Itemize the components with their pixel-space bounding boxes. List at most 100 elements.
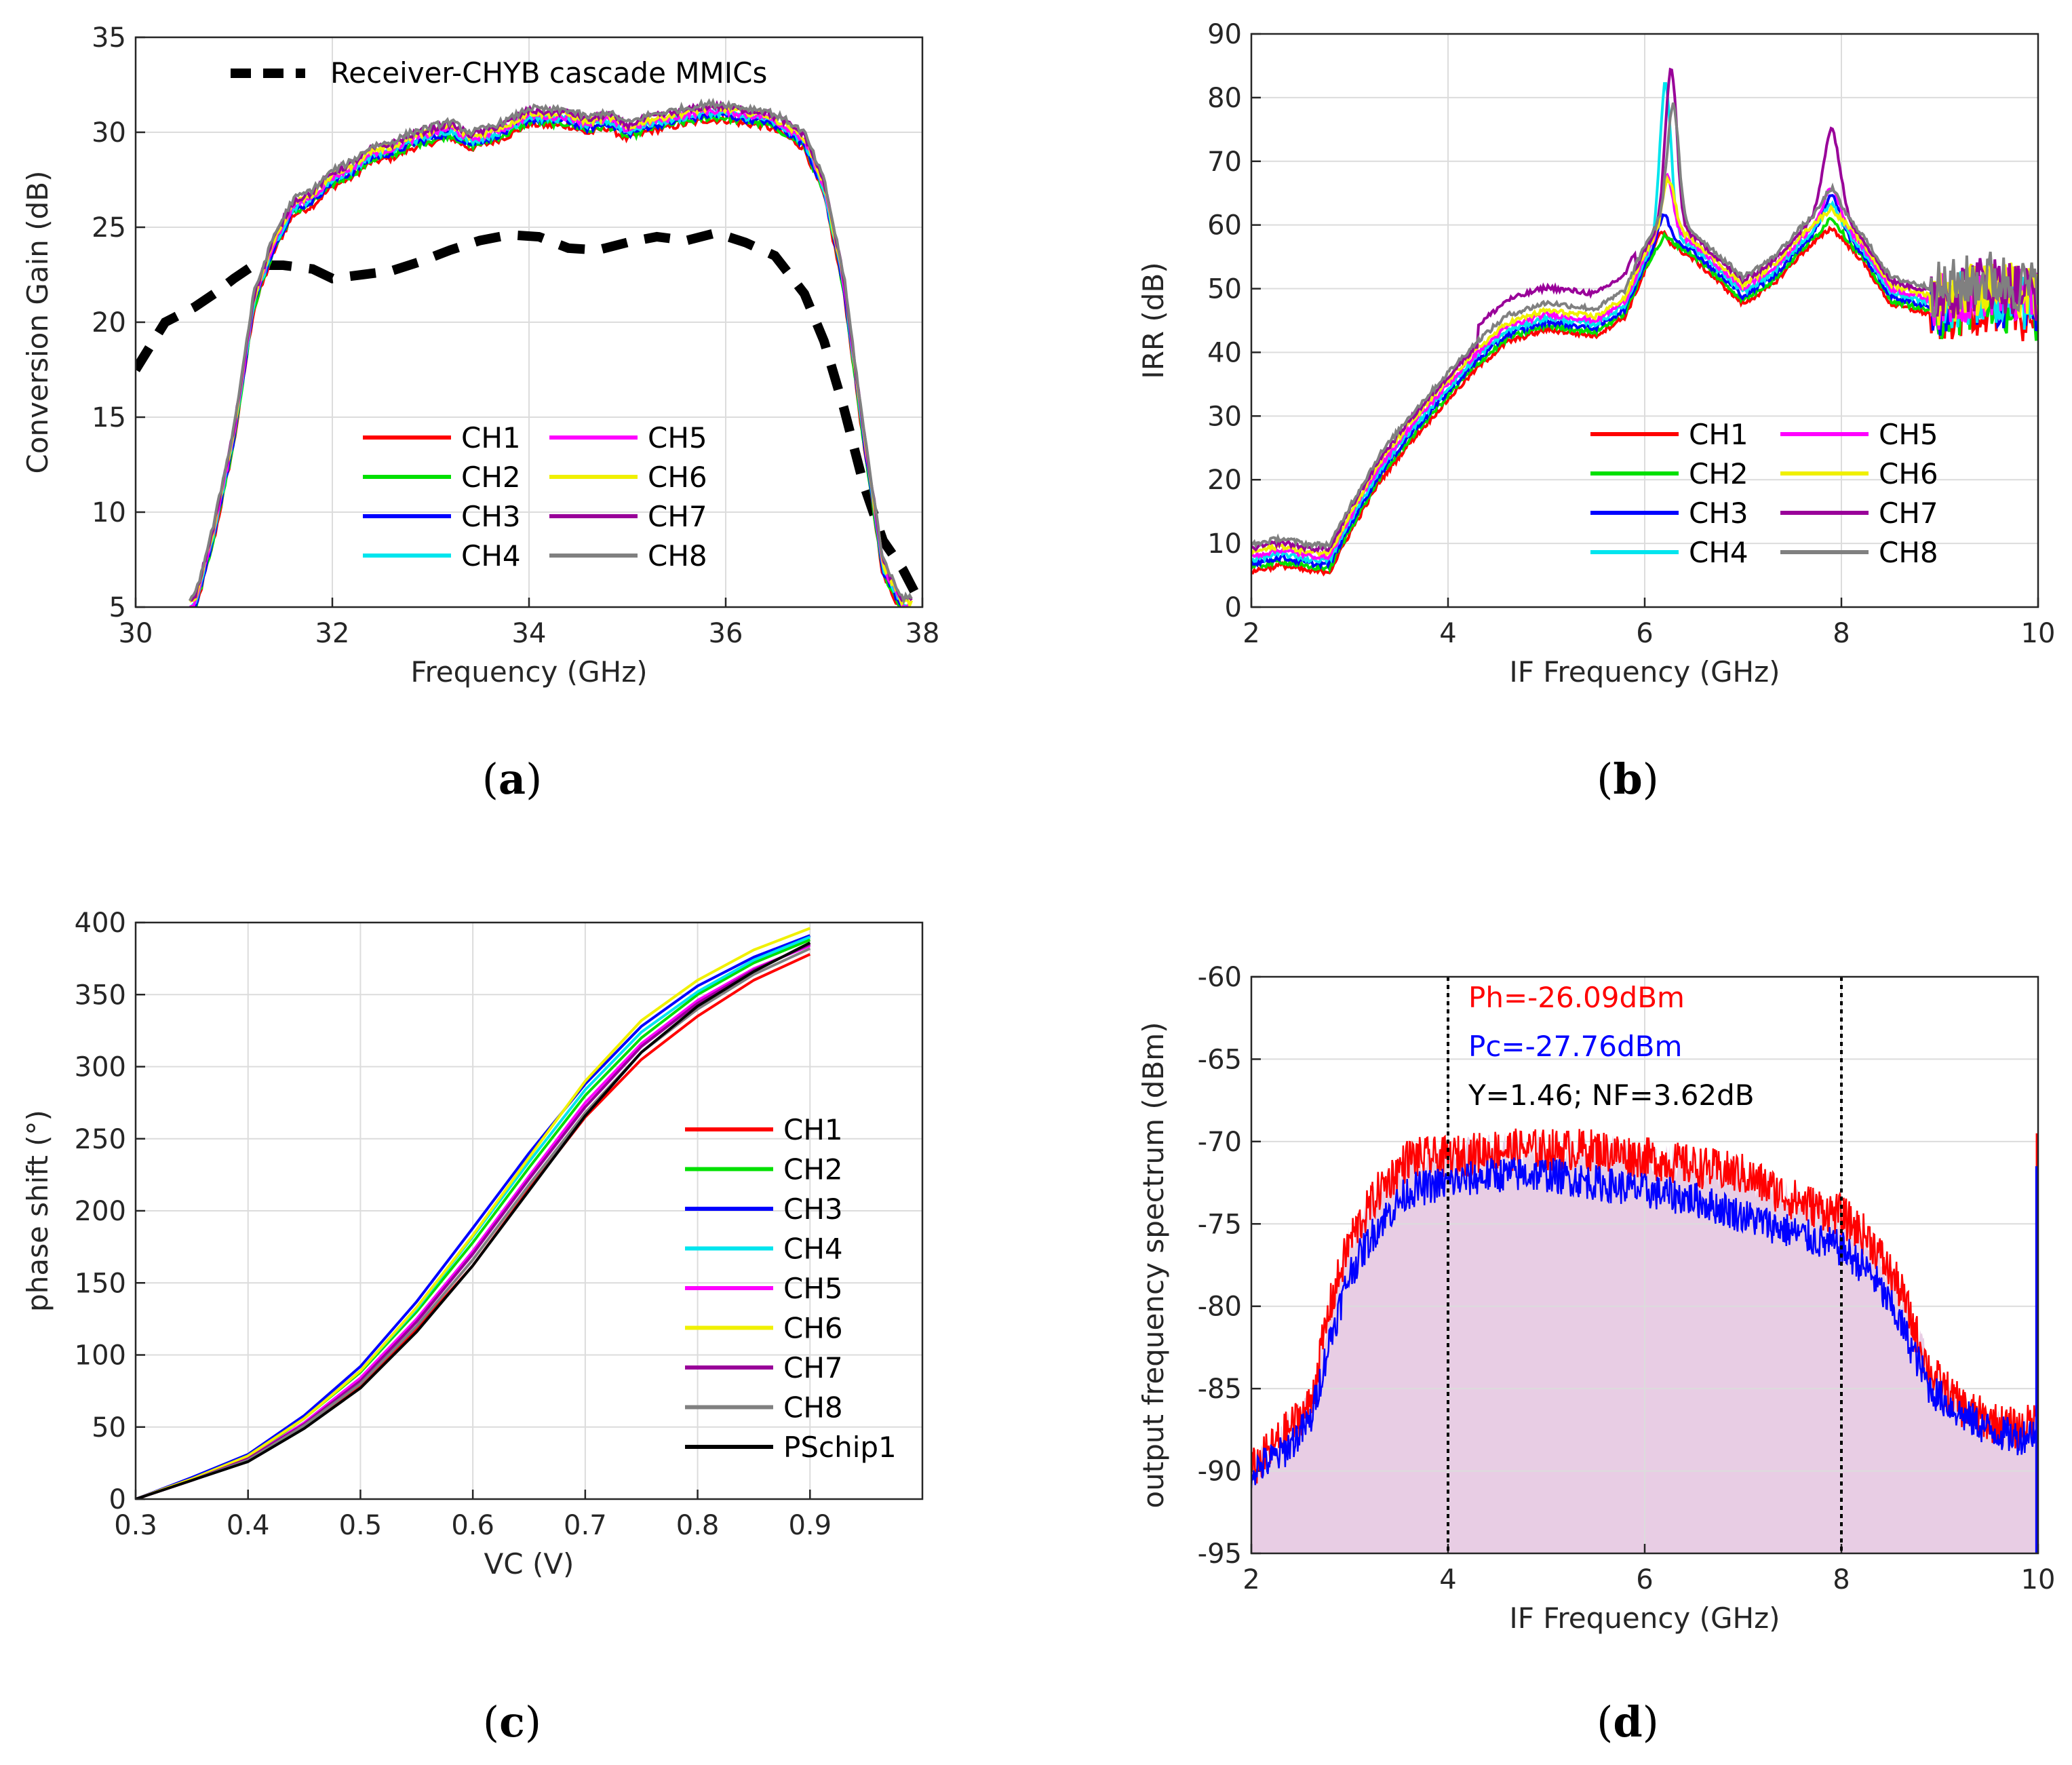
legend-label-ch8: CH8 (648, 539, 707, 573)
y-tick-label: 35 (92, 22, 126, 54)
y-tick-label: 250 (75, 1124, 126, 1155)
y-tick-label: 200 (75, 1196, 126, 1227)
axes-frame (1250, 975, 2039, 1555)
y-tick-label: 50 (92, 1412, 126, 1443)
series-pschip1-line (136, 942, 811, 1499)
area-fill (1251, 1131, 2037, 1553)
annotation-0: Ph=-26.09dBm (1468, 981, 1685, 1014)
legend-label-ch1: CH1 (1689, 418, 1748, 451)
legend-label-ch7: CH7 (783, 1351, 843, 1384)
legend-label-ch6: CH6 (783, 1312, 843, 1345)
legend-label-pschip1: PSchip1 (783, 1431, 897, 1464)
y-tick-label: 30 (92, 117, 126, 149)
chart-c: 0.3 0.4 0.5 0.6 0.7 0.8 0.9 0 50 100 150 200 250 300 3… (21, 908, 924, 1580)
y-tick-label: 20 (92, 307, 126, 338)
x-tick-label: 10 (2021, 1564, 2056, 1595)
panel-label-d: (d) (1597, 1697, 1659, 1747)
legend-label-ch2: CH2 (461, 461, 521, 494)
legend-label-ch7: CH7 (1879, 497, 1938, 530)
y-tick-label: 60 (1207, 210, 1242, 241)
x-tick-label: 6 (1636, 618, 1653, 649)
series-ch3-line (193, 111, 906, 607)
series-ch1-line (1251, 225, 2038, 577)
y-tick-label: 80 (1207, 83, 1242, 114)
x-axis-label: IF Frequency (GHz) (1509, 1602, 1780, 1635)
y-axis-label: IRR (dB) (1137, 262, 1170, 379)
legend-label-ch2: CH2 (1689, 457, 1748, 490)
series-ch5-line (189, 104, 912, 607)
series-ch8-line (1251, 102, 2038, 551)
y-tick-label: 0 (109, 1484, 126, 1515)
y-tick-label: 150 (75, 1268, 126, 1299)
legend-label-ch5: CH5 (1879, 418, 1938, 451)
y-tick-label: 30 (1207, 401, 1242, 432)
legend-label-ch1: CH1 (783, 1113, 843, 1146)
legend-label-cascade: Receiver-CHYB cascade MMICs (330, 56, 767, 90)
y-tick-label: 400 (75, 908, 126, 939)
series-ch4-line (1251, 82, 2038, 565)
y-tick-label: 10 (92, 497, 126, 528)
y-tick-label: -85 (1198, 1374, 1242, 1405)
x-tick-label: 0.9 (788, 1510, 832, 1541)
y-axis-label: output frequency spectrum (dBm) (1137, 1022, 1170, 1508)
plot-area (136, 927, 811, 1499)
y-tick-label: -95 (1198, 1538, 1242, 1570)
x-tick-label: 36 (709, 618, 743, 649)
y-tick-label: 5 (109, 592, 126, 623)
y-tick-label: 300 (75, 1052, 126, 1083)
x-axis-label: VC (V) (484, 1547, 574, 1580)
plot-area (1251, 67, 2038, 577)
y-tick-label: 20 (1207, 465, 1242, 496)
y-axis-label: phase shift (°) (21, 1110, 54, 1312)
y-tick-label: 25 (92, 212, 126, 244)
x-tick-label: 38 (905, 618, 940, 649)
y-tick-label: 70 (1207, 147, 1242, 178)
y-tick-label: 10 (1207, 528, 1242, 560)
y-tick-label: -80 (1198, 1292, 1242, 1323)
legend-label-ch7: CH7 (648, 500, 707, 533)
y-tick-label: -60 (1198, 962, 1242, 993)
x-tick-label: 8 (1833, 1564, 1850, 1595)
x-tick-label: 6 (1636, 1564, 1653, 1595)
annotation-2: Y=1.46; NF=3.62dB (1468, 1079, 1755, 1112)
x-tick-label: 30 (119, 618, 153, 649)
legend-label-ch6: CH6 (1879, 457, 1938, 490)
x-tick-label: 2 (1243, 1564, 1259, 1595)
series-pc-line (1251, 1157, 2037, 1489)
series-ch6-line (189, 103, 913, 607)
axes-frame (1250, 33, 2039, 608)
y-tick-label: 50 (1207, 274, 1242, 305)
y-tick-label: -75 (1198, 1209, 1242, 1240)
legend-label-ch4: CH4 (1689, 536, 1748, 569)
x-tick-label: 0.7 (564, 1510, 607, 1541)
y-tick-label: 0 (1225, 592, 1242, 623)
x-axis-label: Frequency (GHz) (410, 655, 647, 688)
legend-label-ch5: CH5 (648, 421, 707, 454)
series-ch7-line (189, 100, 913, 602)
legend-label-ch3: CH3 (1689, 497, 1748, 530)
series-ch8-line (188, 97, 913, 606)
y-tick-label: 15 (92, 402, 126, 433)
x-tick-label: 0.5 (339, 1510, 383, 1541)
y-tick-label: 40 (1207, 337, 1242, 368)
series-cascade-line (136, 228, 922, 600)
x-tick-label: 2 (1243, 618, 1259, 649)
series-ch2-line (195, 113, 907, 607)
x-axis-label: IF Frequency (GHz) (1509, 655, 1780, 688)
chart-d: 2 4 6 8 10 -95 -90 -85 -80 -75 -70 -65 -60 Ph=-26.09d… (1137, 962, 2055, 1635)
legend-label-ch4: CH4 (461, 539, 521, 573)
legend-label-ch3: CH3 (461, 500, 521, 533)
series-ch7-line (1251, 67, 2038, 554)
annotation-1: Pc=-27.76dBm (1468, 1030, 1682, 1063)
series-ch1-line (194, 115, 901, 607)
panel-label-c: (c) (483, 1697, 541, 1747)
plot-area (1251, 1128, 2038, 1553)
legend-label-ch8: CH8 (1879, 536, 1938, 569)
legend-label-ch1: CH1 (461, 421, 521, 454)
plot-area (136, 97, 922, 607)
legend-label-ch2: CH2 (783, 1153, 843, 1186)
x-tick-label: 0.4 (227, 1510, 270, 1541)
legend-label-ch3: CH3 (783, 1192, 843, 1226)
y-tick-label: -65 (1198, 1044, 1242, 1075)
